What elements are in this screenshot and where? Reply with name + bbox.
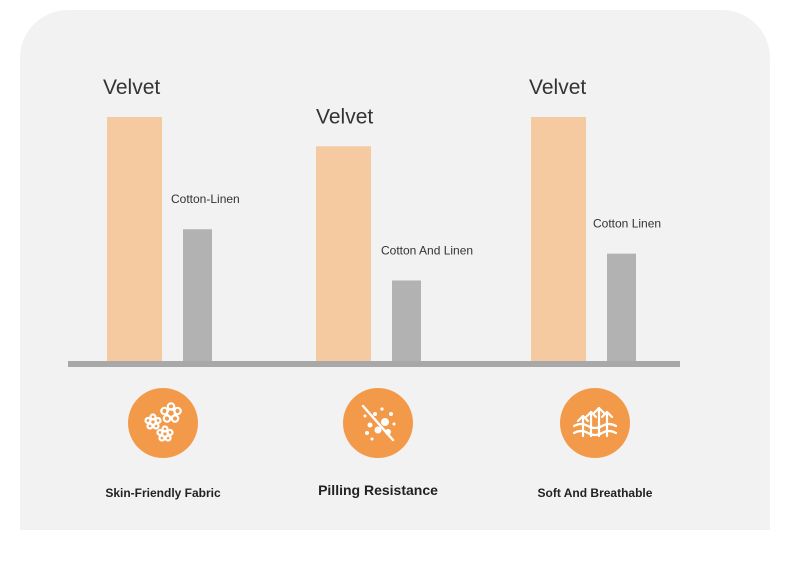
bar-label-velvet: Velvet bbox=[103, 76, 160, 99]
bar-velvet bbox=[107, 117, 162, 361]
bar-cotton-linen bbox=[392, 280, 421, 361]
feature-soft-breathable: Soft And Breathable bbox=[495, 388, 695, 500]
bar-label-other: Cotton Linen bbox=[593, 217, 661, 231]
bar-label-velvet: Velvet bbox=[529, 76, 586, 99]
feature-label: Soft And Breathable bbox=[537, 486, 653, 500]
bar-cotton-linen bbox=[607, 253, 636, 361]
breathable-arrows-icon bbox=[560, 388, 630, 458]
bar-velvet bbox=[316, 146, 371, 361]
flowers-icon bbox=[128, 388, 198, 458]
bar-cotton-linen bbox=[183, 229, 212, 361]
bar-label-other: Cotton And Linen bbox=[381, 243, 473, 257]
bar-label-other: Cotton-Linen bbox=[171, 192, 240, 206]
bar-label-velvet: Velvet bbox=[316, 105, 373, 128]
feature-label: Pilling Resistance bbox=[318, 482, 438, 498]
no-pilling-icon bbox=[343, 388, 413, 458]
baseline-axis bbox=[68, 361, 680, 367]
feature-pilling-resistance: Pilling Resistance bbox=[278, 388, 478, 498]
feature-label: Skin-Friendly Fabric bbox=[105, 486, 221, 500]
bar-velvet bbox=[531, 117, 586, 361]
feature-skin-friendly: Skin-Friendly Fabric bbox=[63, 388, 263, 500]
